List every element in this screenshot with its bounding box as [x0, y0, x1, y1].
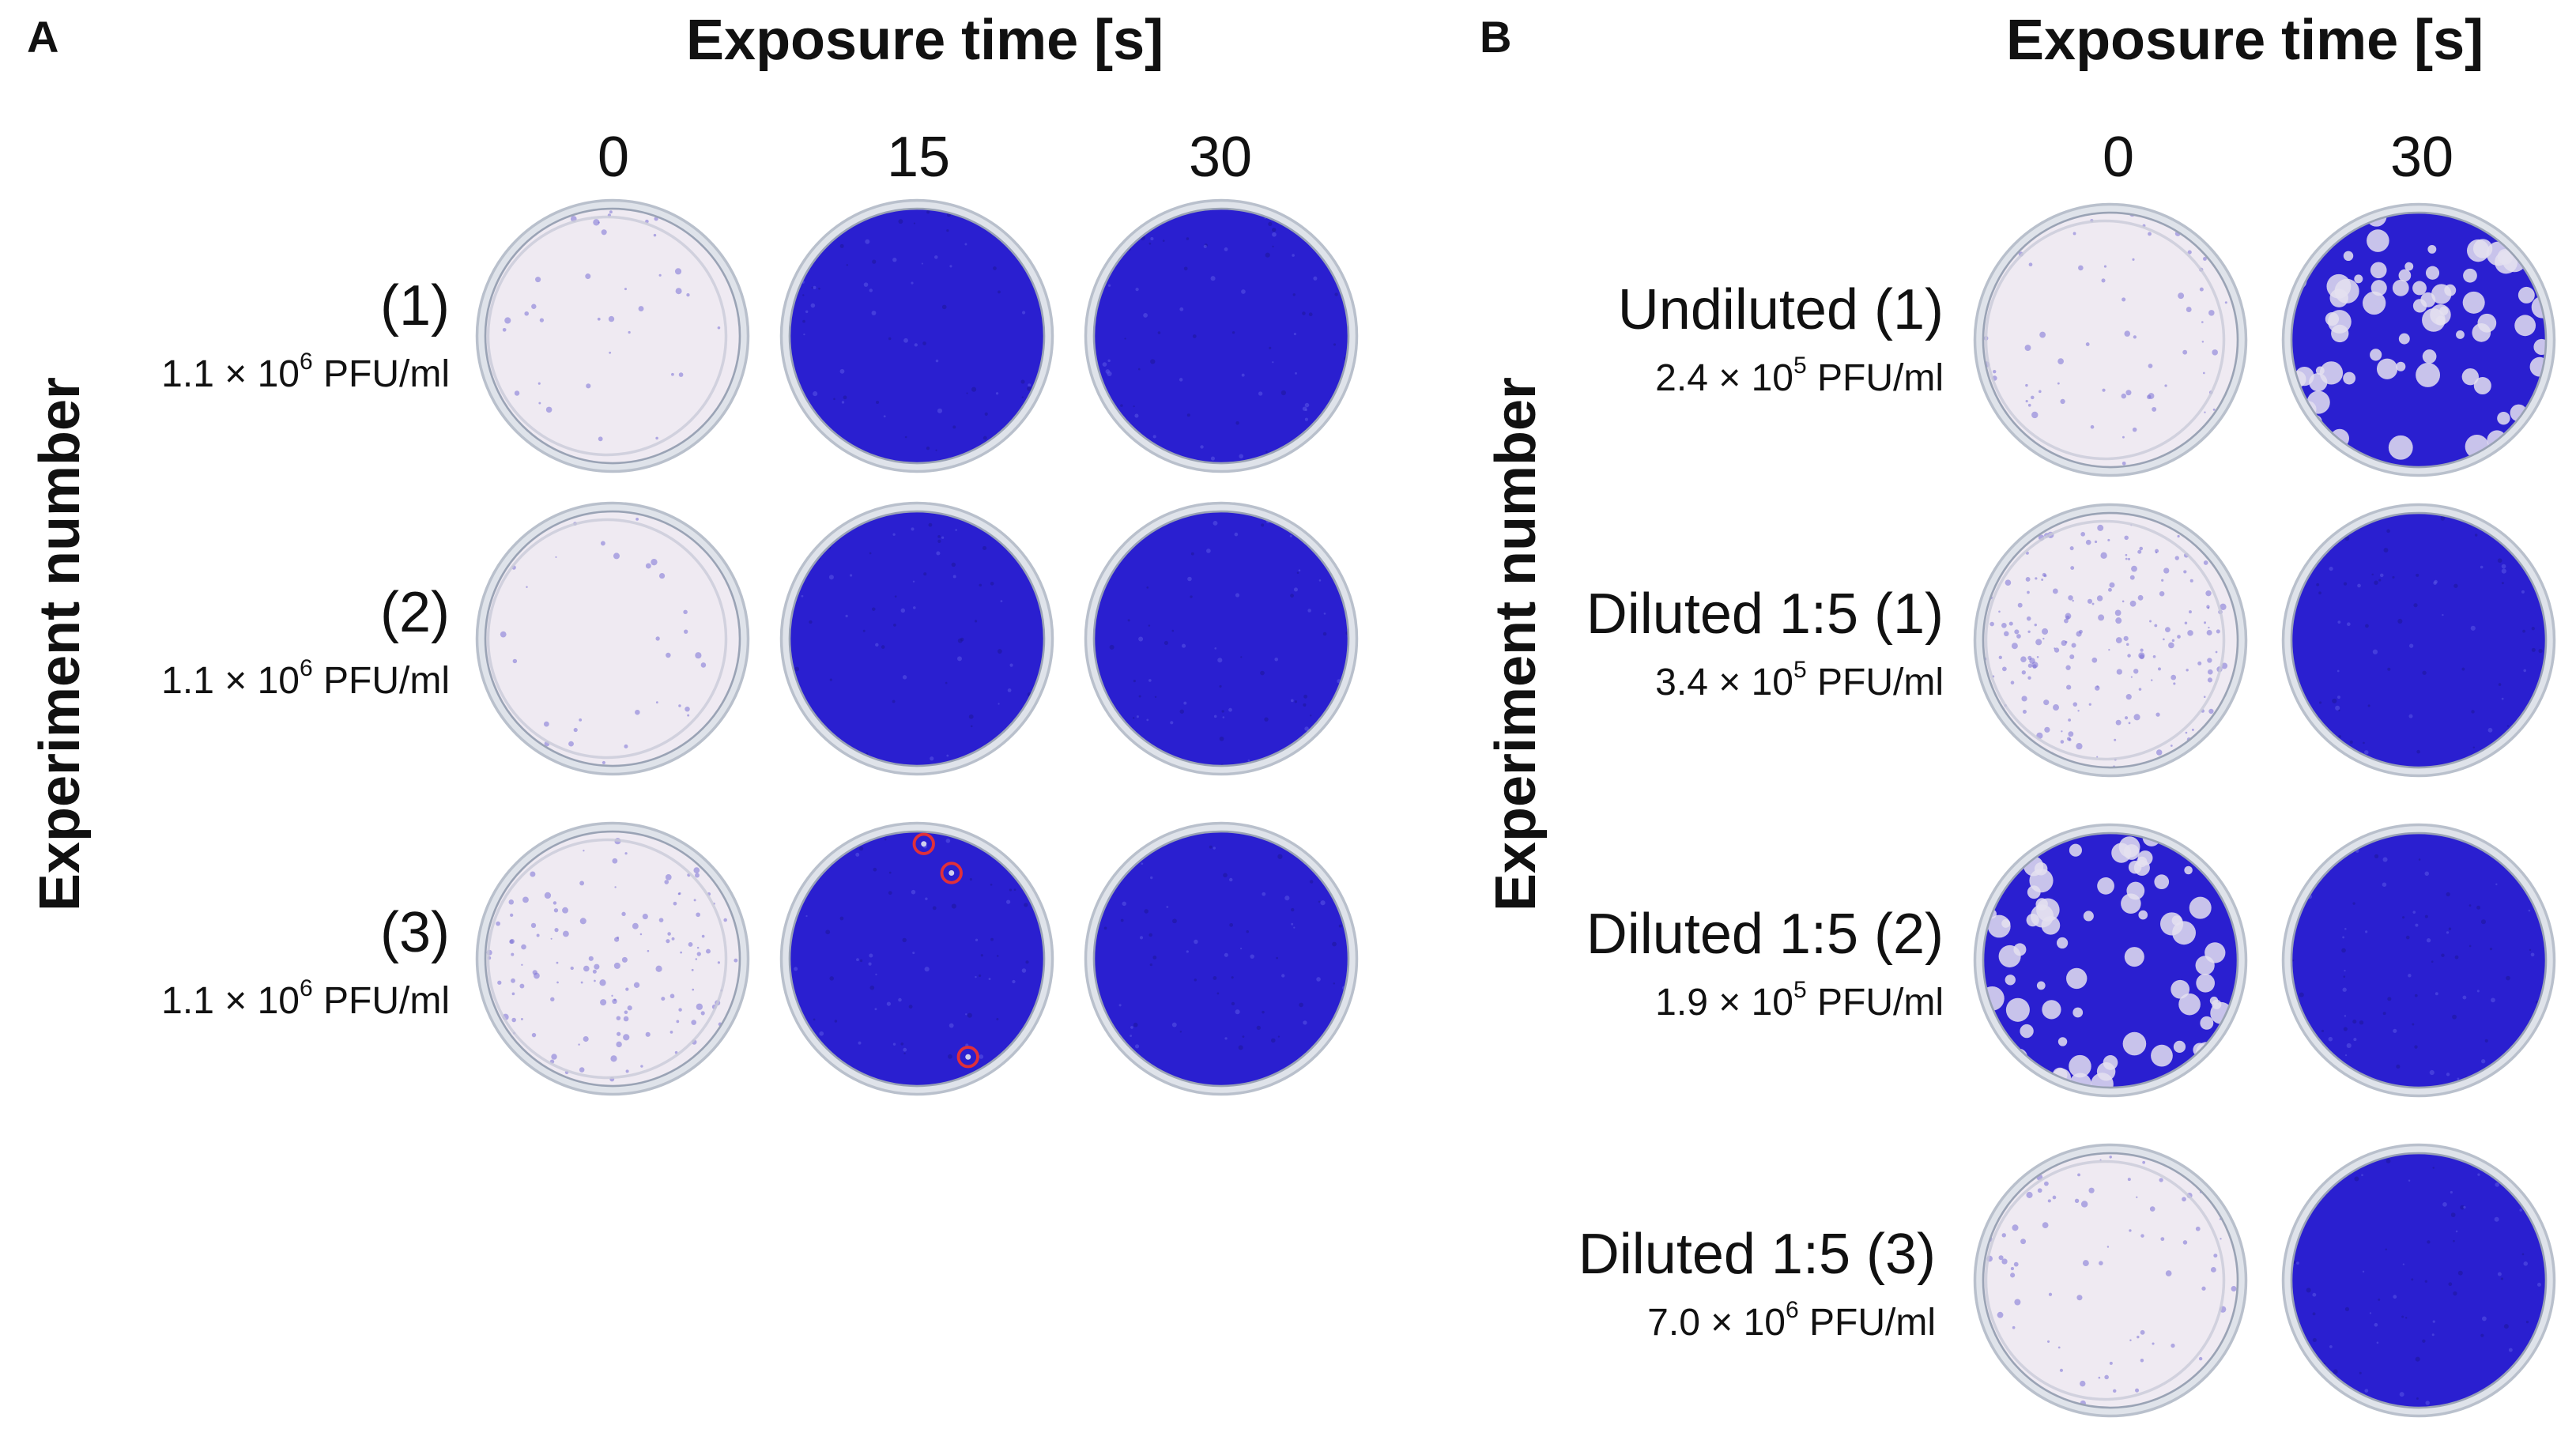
panel-b-row-3-label: Diluted 1:5 (2) 1.9 × 105 PFU/ml: [1586, 903, 1944, 1024]
panel-a-row-3-label: (3) 1.1 × 106 PFU/ml: [161, 901, 450, 1022]
panel-letter-b: B: [1480, 12, 1512, 62]
plate-b-3-0s: [1972, 822, 2249, 1099]
panel-a-ylabel: Experiment number: [28, 376, 92, 912]
panel-b-row-1-label: Undiluted (1) 2.4 × 105 PFU/ml: [1617, 278, 1944, 399]
plate-b-4-30s: [2280, 1142, 2557, 1419]
panel-b-ylabel: Experiment number: [1484, 376, 1548, 912]
plate-a-1-30s: [1083, 198, 1360, 474]
panel-letter-a: A: [27, 12, 59, 62]
plate-a-3-0s: [474, 820, 751, 1097]
plate-b-1-0s: [1972, 202, 2249, 478]
plate-a-2-15s: [779, 500, 1055, 777]
plate-b-2-30s: [2280, 502, 2557, 779]
plate-a-3-15s: [779, 820, 1055, 1097]
plate-b-3-30s: [2280, 822, 2557, 1099]
panel-a-row-2-label: (2) 1.1 × 106 PFU/ml: [161, 581, 450, 702]
plate-b-2-0s: [1972, 502, 2249, 779]
panel-a-col-30: 30: [1188, 126, 1253, 189]
panel-a-header: Exposure time [s]: [686, 9, 1164, 72]
panel-a-row-1-label: (1) 1.1 × 106 PFU/ml: [161, 274, 450, 395]
plate-a-3-30s: [1083, 820, 1360, 1097]
plate-b-1-30s: [2280, 202, 2557, 478]
panel-b-header: Exposure time [s]: [2006, 9, 2484, 72]
plate-a-2-30s: [1083, 500, 1360, 777]
plate-a-1-0s: [474, 198, 751, 474]
panel-b-col-0: 0: [2102, 126, 2135, 189]
plate-a-1-15s: [779, 198, 1055, 474]
panel-a-col-0: 0: [597, 126, 630, 189]
panel-b-col-30: 30: [2389, 126, 2454, 189]
plate-b-4-0s: [1972, 1142, 2249, 1419]
panel-b-row-4-label: Diluted 1:5 (3) 7.0 × 106 PFU/ml: [1578, 1223, 1936, 1344]
plate-a-2-0s: [474, 500, 751, 777]
panel-a-col-15: 15: [886, 126, 951, 189]
panel-b-row-2-label: Diluted 1:5 (1) 3.4 × 105 PFU/ml: [1586, 583, 1944, 703]
